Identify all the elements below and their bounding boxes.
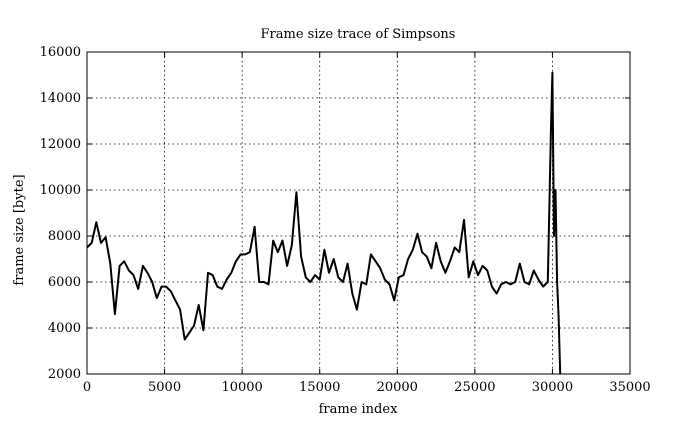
x-tick-label: 15000 [299, 380, 340, 395]
x-tick-label: 5000 [148, 380, 181, 395]
tick-labels: 0 5000 10000 15000 20000 25000 30000 35000 2000 4… [40, 45, 651, 395]
grid-lines [87, 52, 630, 374]
x-axis-title: frame index [319, 402, 398, 417]
y-tick-label: 4000 [48, 321, 81, 336]
y-tick-label: 6000 [48, 275, 81, 290]
y-tick-label: 12000 [40, 137, 81, 152]
series-layer [86, 71, 562, 375]
y-tick-label: 14000 [40, 91, 81, 106]
x-tick-label: 20000 [377, 380, 418, 395]
y-tick-label: 10000 [40, 183, 81, 198]
x-tick-label: 25000 [454, 380, 495, 395]
x-tick-label: 30000 [532, 380, 573, 395]
x-tick-label: 10000 [221, 380, 262, 395]
y-tick-label: 16000 [40, 45, 81, 60]
y-tick-label: 8000 [48, 229, 81, 244]
chart-title: Frame size trace of Simpsons [261, 27, 456, 42]
y-axis-title: frame size [byte] [12, 174, 27, 285]
x-tick-label: 35000 [609, 380, 650, 395]
series-line-0 [86, 71, 562, 375]
plot-area-frame [86, 51, 631, 375]
axis-ticks [86, 51, 631, 375]
y-tick-label: 2000 [48, 367, 81, 382]
x-tick-label: 0 [83, 380, 91, 395]
